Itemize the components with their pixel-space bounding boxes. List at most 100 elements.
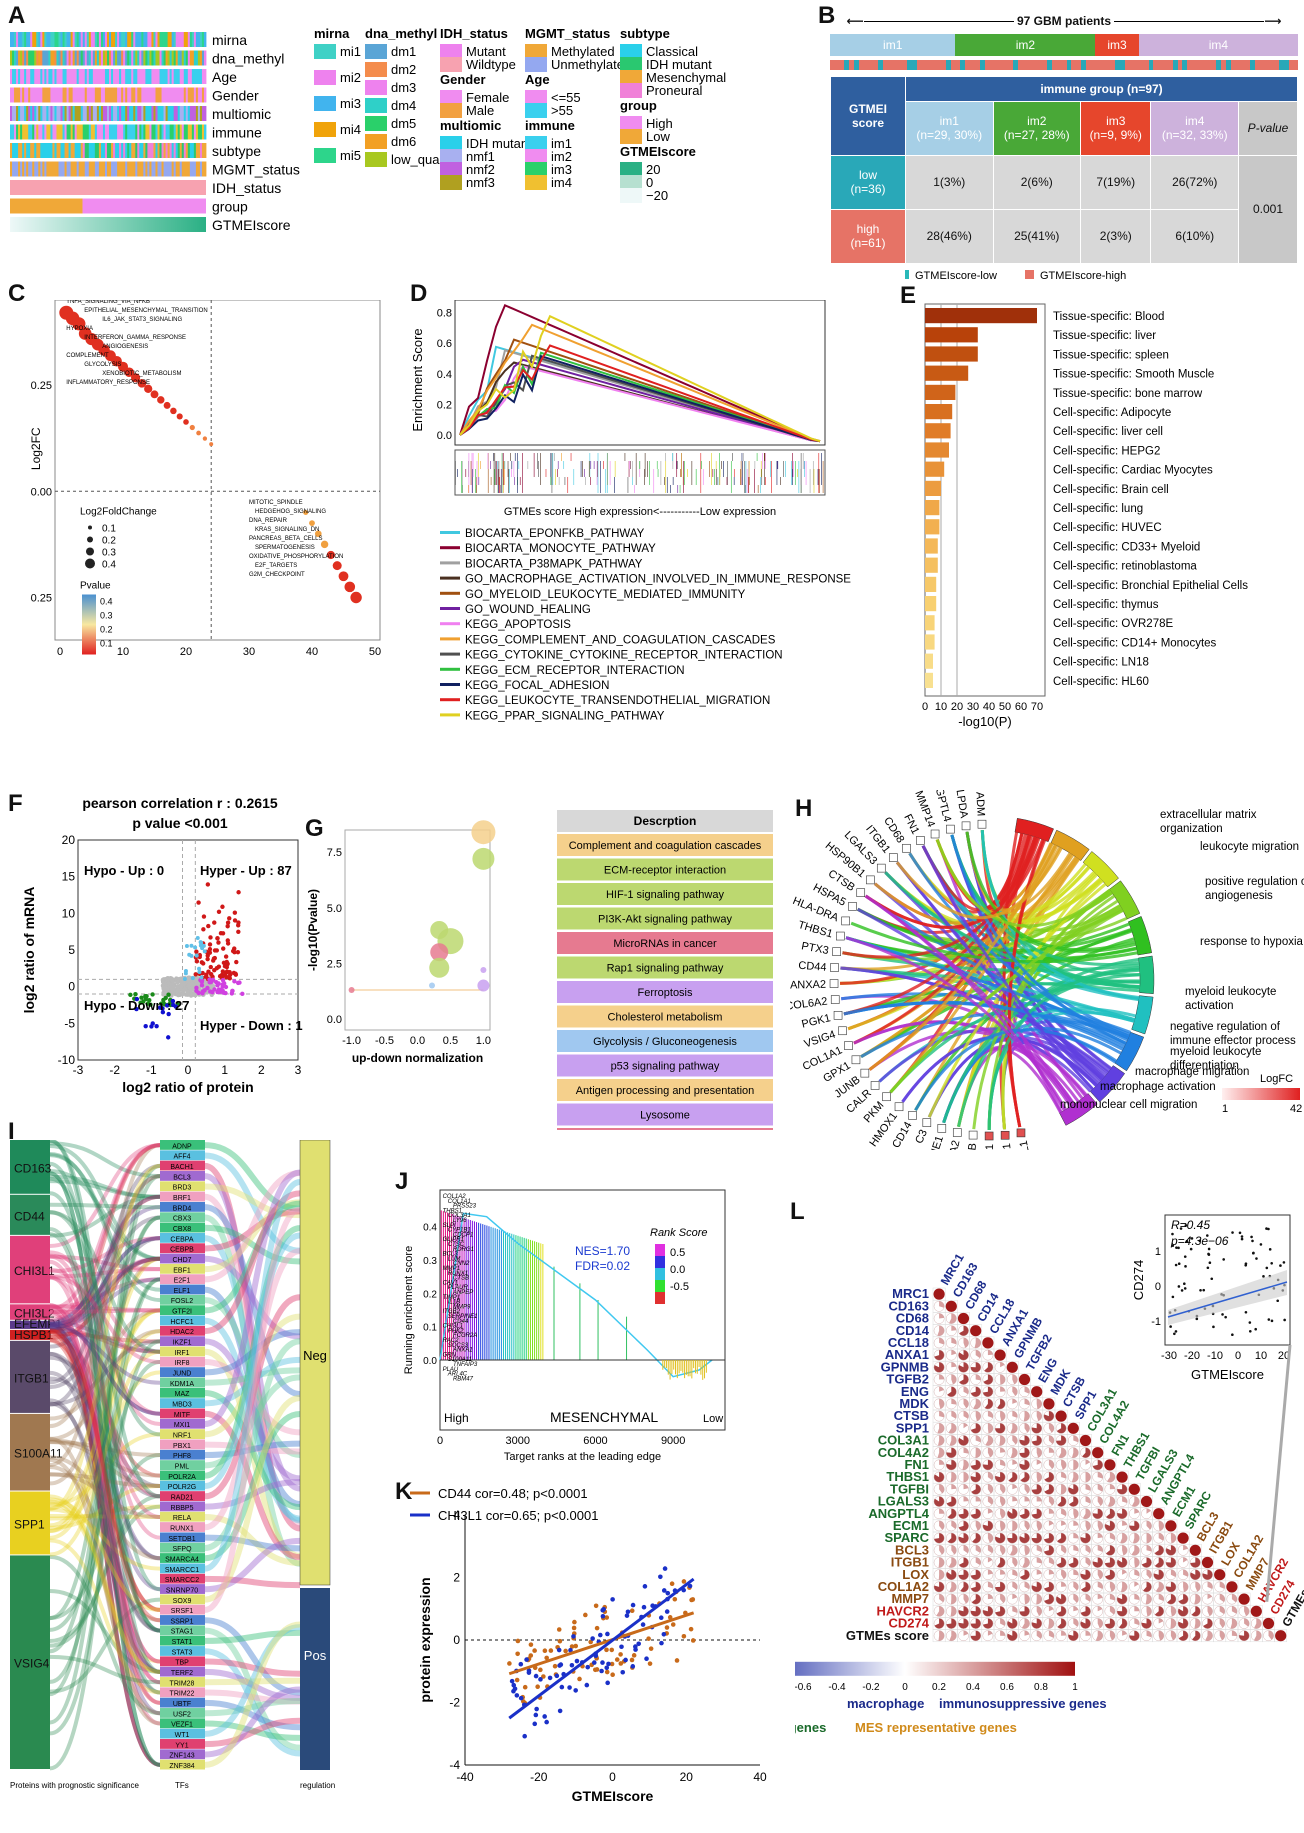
gene-box bbox=[830, 995, 840, 1004]
corr-pie bbox=[1131, 1496, 1140, 1507]
row-label-immune: immune bbox=[212, 125, 262, 141]
sankey-flow-right bbox=[204, 1183, 301, 1219]
subtype-cell bbox=[40, 143, 43, 158]
corr-pie bbox=[1007, 1630, 1018, 1641]
corr-pie-outline bbox=[1067, 1557, 1079, 1568]
up-pathway-label: TNFA_SIGNALING_VIA_NFKB bbox=[66, 300, 150, 305]
subtype-cell bbox=[84, 143, 88, 158]
mirna-cell bbox=[175, 32, 179, 47]
size-legend-dot bbox=[85, 558, 95, 569]
term-label: macrophage migration bbox=[1135, 1066, 1249, 1078]
corr-pie-outline bbox=[1043, 1459, 1055, 1471]
point-hyper-up bbox=[196, 900, 201, 905]
sankey-flow-left bbox=[49, 1499, 161, 1664]
corr-cell bbox=[993, 1360, 1007, 1374]
corr-pie-outline bbox=[994, 1361, 1006, 1373]
row-label: CD68 bbox=[896, 1311, 929, 1326]
tf-node bbox=[160, 1594, 205, 1605]
point-hyper-up bbox=[205, 953, 210, 958]
Gender-cell bbox=[113, 87, 116, 103]
sankey-flow-left bbox=[49, 1326, 161, 1674]
multiomic-cell bbox=[155, 106, 158, 121]
fit-CD44 bbox=[508, 1611, 695, 1676]
mirna-cell bbox=[62, 32, 65, 47]
point-hyper-up bbox=[232, 910, 238, 915]
point-hyper-up bbox=[222, 973, 228, 978]
corr-pie bbox=[946, 1569, 957, 1580]
subtype-cell bbox=[68, 143, 72, 158]
corr-pie-outline bbox=[1067, 1496, 1079, 1507]
point-pink bbox=[214, 979, 219, 985]
legend-item: Methylated bbox=[551, 44, 615, 59]
point-CHI3L1 bbox=[518, 1661, 524, 1667]
corr-pie bbox=[1071, 1447, 1079, 1458]
multiomic-cell bbox=[78, 106, 82, 121]
leading-gene: PRSS23 bbox=[453, 1204, 477, 1210]
tf-label: NRF1 bbox=[173, 1433, 191, 1440]
Gender-cell bbox=[26, 87, 29, 103]
sankey-flow-left bbox=[49, 1140, 161, 1592]
term-label: Cholesterol metabolism bbox=[608, 1012, 723, 1024]
corr-pie bbox=[982, 1606, 994, 1617]
hallmark-down-point bbox=[344, 581, 356, 593]
Age-cell bbox=[195, 69, 199, 84]
desc-header: Descrption bbox=[634, 814, 697, 828]
corr-pie-outline bbox=[994, 1581, 1006, 1593]
multiomic-cell bbox=[64, 106, 67, 121]
tf-node bbox=[160, 1625, 205, 1636]
corr-pie bbox=[963, 1471, 969, 1483]
corr-pie-outline bbox=[958, 1496, 969, 1507]
corr-pie-outline bbox=[1019, 1605, 1030, 1617]
Age-cell bbox=[181, 69, 185, 84]
mirna-cell bbox=[191, 32, 195, 47]
point-pink bbox=[223, 984, 229, 990]
row-label-mirna: mirna bbox=[212, 32, 247, 48]
corr-pie bbox=[1044, 1593, 1055, 1605]
point-CD44 bbox=[609, 1661, 615, 1667]
corr-pie bbox=[1141, 1618, 1152, 1629]
chord bbox=[845, 936, 1067, 1111]
Gender-cell bbox=[189, 87, 193, 103]
point-cyan bbox=[198, 943, 203, 948]
bar bbox=[925, 423, 951, 439]
point-hyper-up bbox=[227, 970, 232, 975]
bar-label: Tissue-specific: liver bbox=[1053, 330, 1156, 342]
tf-node bbox=[160, 1666, 205, 1677]
corr-pie-outline bbox=[982, 1520, 994, 1532]
corr-pie bbox=[1012, 1374, 1018, 1385]
x-tick: 9000 bbox=[661, 1435, 685, 1447]
dna_methyl-cell bbox=[179, 50, 183, 66]
corr-pie-outline bbox=[970, 1337, 982, 1349]
corr-pie bbox=[1165, 1557, 1177, 1568]
down-pathway-label: OXIDATIVE_PHOSPHORYLATION bbox=[249, 554, 343, 560]
corr-pie bbox=[1153, 1569, 1164, 1580]
sankey-flow-left bbox=[49, 1253, 161, 1354]
x-label: GTMEIscore bbox=[572, 1788, 654, 1804]
leading-gene: IL1B bbox=[448, 1300, 460, 1306]
point-grey bbox=[176, 993, 181, 998]
multiomic-cell bbox=[199, 106, 203, 121]
bar bbox=[925, 480, 941, 496]
sankey-flow-left bbox=[49, 1337, 161, 1612]
dna_methyl-cell bbox=[70, 50, 74, 66]
MGMT_status-cell bbox=[159, 161, 162, 177]
corr-pie bbox=[1048, 1606, 1054, 1612]
mirna-cell bbox=[34, 32, 37, 47]
down-pathway-label: SPERMATOGENESIS bbox=[255, 545, 315, 551]
corr-pie bbox=[1048, 1435, 1055, 1445]
sankey-flow-left bbox=[49, 1322, 161, 1416]
Gender-cell bbox=[191, 87, 195, 103]
inset-point bbox=[1185, 1239, 1189, 1243]
y-tick: -5 bbox=[64, 1016, 75, 1030]
legend-swatch bbox=[525, 136, 547, 151]
Age-cell bbox=[48, 69, 51, 84]
Age-cell bbox=[78, 69, 82, 84]
legend-swatch bbox=[440, 57, 462, 72]
tf-label: TRIM22 bbox=[170, 1691, 195, 1698]
Gender-cell bbox=[181, 87, 185, 103]
point-CHI3L1 bbox=[661, 1588, 667, 1593]
immune-cell bbox=[189, 124, 193, 140]
corr-pie-outline bbox=[1128, 1496, 1140, 1507]
mirna-cell bbox=[137, 32, 140, 47]
corr-pie-outline bbox=[994, 1532, 1006, 1544]
